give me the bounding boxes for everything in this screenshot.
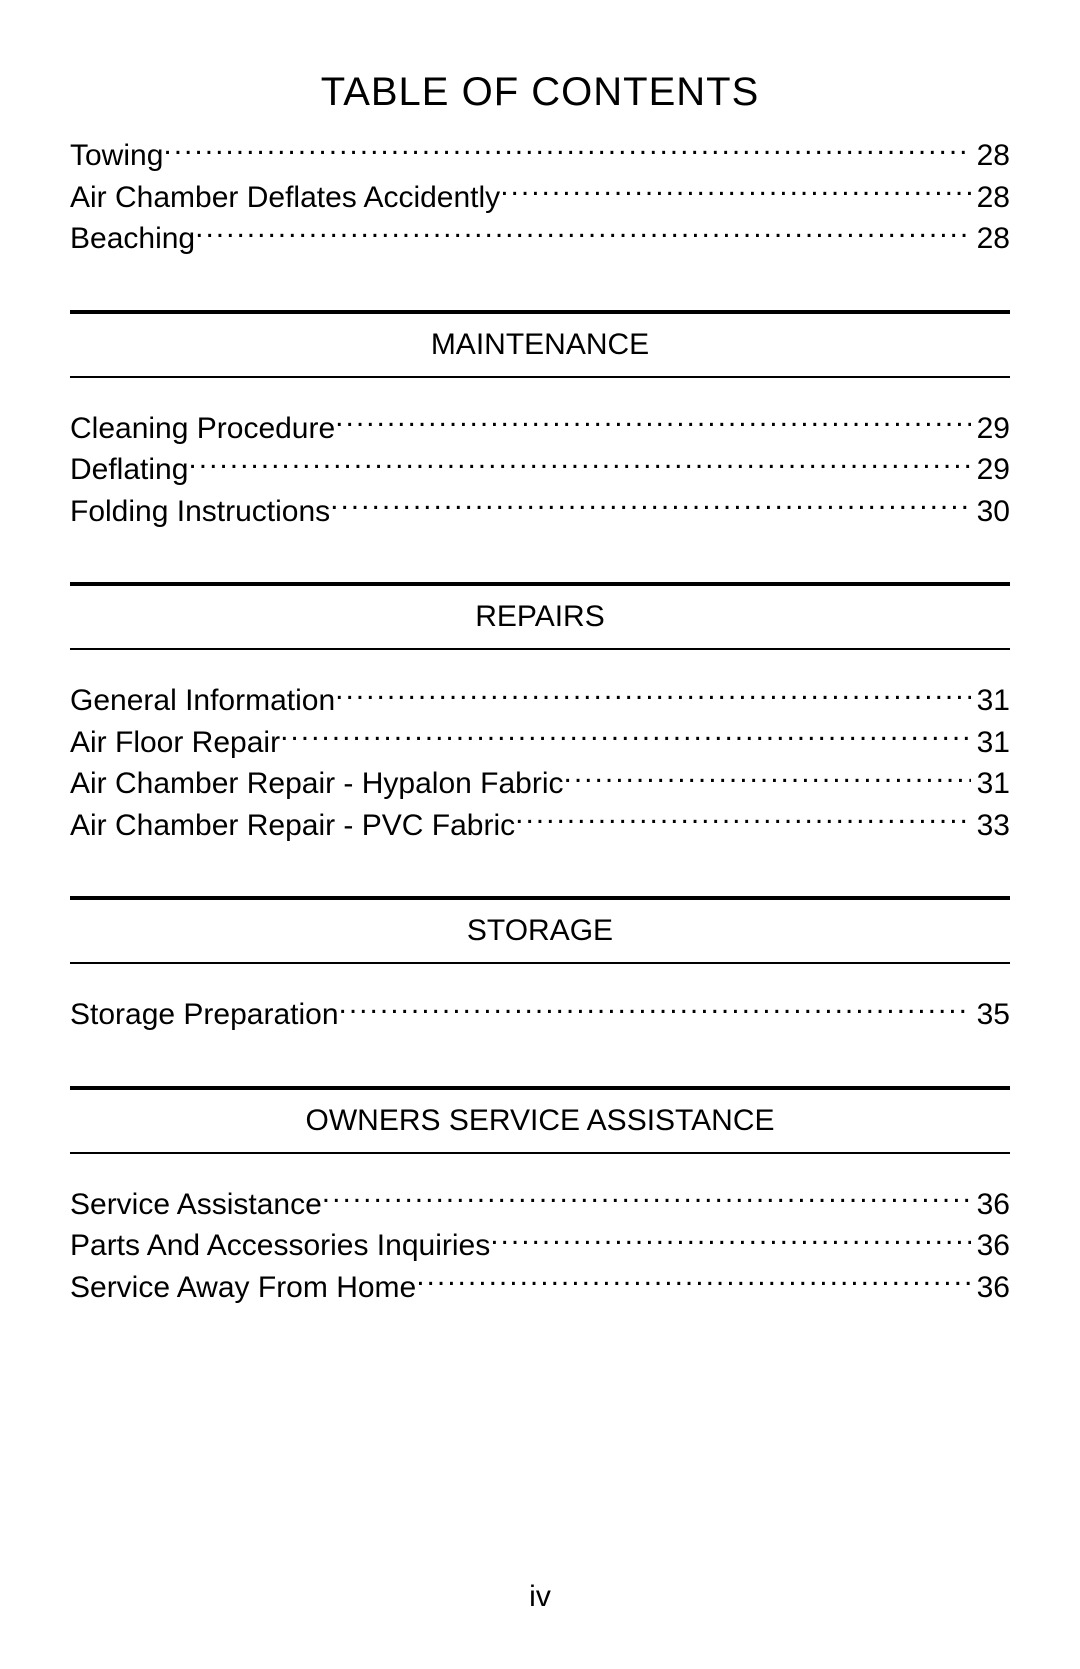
toc-page-number: 30 — [971, 492, 1010, 533]
toc-row: Beaching 28 — [70, 218, 1010, 260]
toc-entries-continuation: Towing 28 Air Chamber Deflates Accidentl… — [70, 135, 1010, 290]
section-header: OWNERS SERVICE ASSISTANCE — [70, 1090, 1010, 1152]
toc-label: Folding Instructions — [70, 492, 330, 533]
toc-row: Service Away From Home 36 — [70, 1267, 1010, 1309]
toc-leader-dots — [416, 1267, 970, 1297]
section-owners-service-assistance: OWNERS SERVICE ASSISTANCE Service Assist… — [70, 1086, 1010, 1339]
toc-entries: General Information 31 Air Floor Repair … — [70, 650, 1010, 876]
toc-page-number: 31 — [971, 681, 1010, 722]
toc-entries: Service Assistance 36 Parts And Accessor… — [70, 1154, 1010, 1339]
toc-leader-dots — [515, 805, 971, 835]
toc-page-number: 36 — [971, 1226, 1010, 1267]
toc-leader-dots — [339, 994, 971, 1024]
toc-row: General Information 31 — [70, 680, 1010, 722]
toc-leader-dots — [330, 491, 970, 521]
toc-page: TABLE OF CONTENTS Towing 28 Air Chamber … — [0, 0, 1080, 1669]
toc-page-number: 35 — [971, 995, 1010, 1036]
toc-leader-dots — [500, 177, 970, 207]
section-header: STORAGE — [70, 900, 1010, 962]
toc-page-number: 36 — [971, 1268, 1010, 1309]
toc-row: Towing 28 — [70, 135, 1010, 177]
toc-page-number: 31 — [971, 723, 1010, 764]
toc-row: Air Chamber Deflates Accidently 28 — [70, 177, 1010, 219]
toc-label: Beaching — [70, 219, 195, 260]
toc-leader-dots — [322, 1184, 971, 1214]
toc-entries: Cleaning Procedure 29 Deflating 29 Foldi… — [70, 378, 1010, 563]
toc-row: Folding Instructions 30 — [70, 491, 1010, 533]
toc-leader-dots — [335, 408, 970, 438]
toc-leader-dots — [280, 722, 971, 752]
toc-page-number: 29 — [971, 450, 1010, 491]
toc-label: Air Chamber Repair - Hypalon Fabric — [70, 764, 564, 805]
toc-page-number: 28 — [971, 219, 1010, 260]
toc-label: Towing — [70, 136, 163, 177]
toc-label: General Information — [70, 681, 335, 722]
toc-leader-dots — [195, 218, 971, 248]
section-maintenance: MAINTENANCE Cleaning Procedure 29 Deflat… — [70, 310, 1010, 563]
toc-label: Cleaning Procedure — [70, 409, 335, 450]
toc-entries: Storage Preparation 35 — [70, 964, 1010, 1066]
toc-row: Service Assistance 36 — [70, 1184, 1010, 1226]
toc-leader-dots — [490, 1225, 970, 1255]
toc-page-number: 31 — [971, 764, 1010, 805]
toc-page-number: 33 — [971, 806, 1010, 847]
page-title: TABLE OF CONTENTS — [70, 70, 1010, 115]
toc-label: Service Assistance — [70, 1185, 322, 1226]
toc-label: Service Away From Home — [70, 1268, 416, 1309]
toc-label: Deflating — [70, 450, 188, 491]
toc-page-number: 36 — [971, 1185, 1010, 1226]
toc-row: Air Floor Repair 31 — [70, 722, 1010, 764]
toc-label: Air Chamber Deflates Accidently — [70, 178, 500, 219]
toc-leader-dots — [335, 680, 970, 710]
toc-row: Cleaning Procedure 29 — [70, 408, 1010, 450]
section-header: REPAIRS — [70, 586, 1010, 648]
toc-page-number: 28 — [971, 178, 1010, 219]
toc-leader-dots — [163, 135, 970, 165]
toc-label: Parts And Accessories Inquiries — [70, 1226, 490, 1267]
toc-row: Storage Preparation 35 — [70, 994, 1010, 1036]
toc-leader-dots — [564, 763, 971, 793]
toc-row: Air Chamber Repair - Hypalon Fabric 31 — [70, 763, 1010, 805]
toc-page-number: 28 — [971, 136, 1010, 177]
toc-row: Air Chamber Repair - PVC Fabric 33 — [70, 805, 1010, 847]
section-header: MAINTENANCE — [70, 314, 1010, 376]
section-repairs: REPAIRS General Information 31 Air Floor… — [70, 582, 1010, 876]
toc-label: Storage Preparation — [70, 995, 339, 1036]
toc-row: Parts And Accessories Inquiries 36 — [70, 1225, 1010, 1267]
toc-page-number: 29 — [971, 409, 1010, 450]
toc-label: Air Chamber Repair - PVC Fabric — [70, 806, 515, 847]
toc-row: Deflating 29 — [70, 449, 1010, 491]
toc-leader-dots — [188, 449, 970, 479]
section-storage: STORAGE Storage Preparation 35 — [70, 896, 1010, 1066]
page-number: iv — [0, 1580, 1080, 1614]
toc-label: Air Floor Repair — [70, 723, 280, 764]
